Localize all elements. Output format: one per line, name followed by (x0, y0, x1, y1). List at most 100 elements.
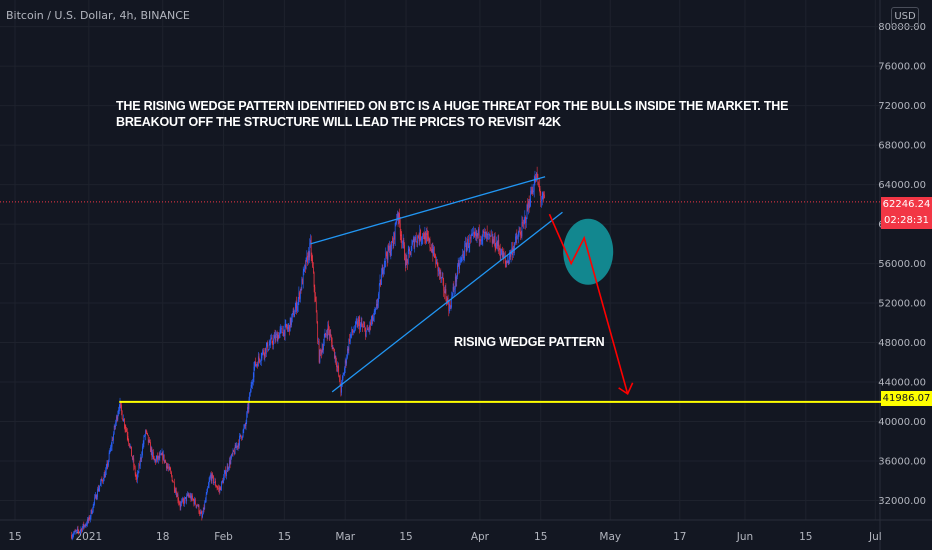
candle-body (525, 216, 526, 224)
candle-body (225, 470, 227, 476)
candle-body (202, 507, 204, 515)
candle-body (438, 268, 439, 272)
candle-body (495, 248, 497, 249)
symbol-title[interactable]: Bitcoin / U.S. Dollar, 4h, BINANCE (6, 9, 190, 22)
candle-body (514, 243, 516, 250)
candle-body (478, 228, 480, 241)
candle-body (520, 232, 521, 235)
candle-body (394, 232, 395, 240)
candle-body (112, 440, 114, 441)
pattern-label[interactable]: RISING WEDGE PATTERN (454, 335, 605, 349)
candle-body (528, 201, 529, 210)
candle-body (338, 367, 340, 376)
candle-body (271, 337, 272, 339)
analysis-note[interactable]: THE RISING WEDGE PATTERN IDENTIFIED ON B… (116, 99, 789, 129)
candle-body (97, 488, 98, 497)
candle-body (412, 241, 413, 245)
candle-body (361, 322, 363, 326)
candle-body (286, 327, 288, 329)
candle-body (377, 302, 379, 306)
candle-body (436, 259, 437, 265)
price-tick-label: 56000.00 (878, 259, 926, 270)
candle-body (242, 436, 243, 439)
candle-body (431, 249, 433, 252)
candle-body (390, 250, 392, 256)
candle-body (420, 230, 421, 241)
candle-body (483, 232, 485, 234)
candle-body (244, 424, 245, 428)
candle-body (323, 343, 324, 351)
candle-body (311, 255, 313, 259)
candle-body (519, 231, 521, 233)
candle-body (107, 463, 109, 466)
candle-body (373, 311, 375, 318)
candle-body (407, 250, 409, 264)
time-tick-label: Mar (335, 531, 355, 543)
candle-body (405, 258, 407, 266)
candle-body (516, 236, 518, 239)
price-axis[interactable]: 32000.00 36000.00 40000.00 44000.00 48000.00… (878, 0, 926, 550)
candle-body (480, 239, 481, 242)
candle-body (108, 460, 109, 466)
candle-body (518, 231, 520, 235)
candle-body (214, 480, 216, 483)
candle-body (170, 469, 172, 473)
candle-body (408, 249, 410, 251)
candle-body (258, 356, 260, 360)
candle-body (395, 222, 397, 224)
candle-body (136, 477, 138, 480)
candle-body (76, 528, 78, 531)
trendline-support (331, 211, 563, 393)
candle-body (164, 460, 166, 462)
candle-body (264, 348, 266, 357)
time-axis[interactable]: 15 2021 18 Feb 15 Mar 15 Apr 15 May 17 Jun 15 Jul (0, 519, 932, 543)
candle-body (156, 455, 158, 459)
candle-body (195, 504, 197, 507)
candle-body (336, 366, 338, 368)
candle-body (95, 494, 96, 498)
candle-body (155, 459, 156, 463)
candle-body (418, 237, 420, 242)
candle-body (108, 452, 110, 461)
candle-body (450, 306, 452, 308)
candle-body (125, 427, 127, 429)
candle-body (348, 339, 350, 351)
candle-body (276, 333, 277, 335)
candle-body (538, 183, 539, 185)
candle-body (344, 360, 346, 369)
candle-body (183, 500, 185, 504)
candle-body (98, 488, 100, 491)
candle-body (294, 313, 295, 317)
candle-body (496, 241, 497, 249)
candle-body (440, 271, 442, 279)
candle-body (92, 510, 93, 514)
candle-body (200, 512, 201, 514)
candle-body (88, 517, 90, 521)
candle-body (290, 317, 292, 325)
chart-drawings[interactable] (0, 176, 932, 403)
candle-body (150, 448, 152, 453)
current-price-tag: 62246.24 (881, 197, 932, 213)
candle-body (102, 480, 103, 482)
candle-body (221, 481, 222, 491)
candle-body (72, 535, 74, 537)
candle-body (443, 279, 445, 291)
currency-button[interactable]: USD (891, 7, 919, 27)
candle-body (355, 322, 356, 330)
candle-body (160, 453, 162, 455)
time-tick-label: 15 (8, 531, 21, 543)
candle-body (315, 301, 317, 313)
candle-body (152, 452, 154, 457)
candle-body (423, 233, 424, 237)
candle-body (224, 470, 226, 474)
candle-body (380, 280, 382, 285)
candle-body (198, 505, 200, 513)
candle-body (441, 277, 442, 279)
candle-body (316, 312, 318, 323)
candle-body (473, 232, 474, 234)
price-tick-label: 48000.00 (878, 338, 926, 349)
candle-body (295, 302, 297, 309)
candle-body (271, 337, 273, 344)
candle-body (144, 436, 145, 437)
